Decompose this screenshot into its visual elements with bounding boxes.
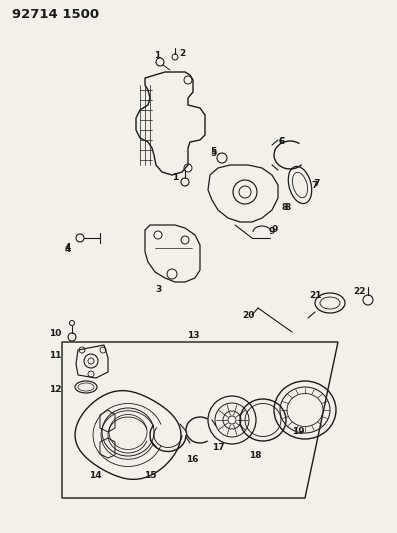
Text: 20: 20 [242, 311, 254, 320]
Text: 10: 10 [49, 329, 61, 338]
Text: 8: 8 [282, 204, 288, 213]
Text: 12: 12 [49, 385, 61, 394]
Text: 4: 4 [65, 246, 71, 254]
Text: 9: 9 [272, 225, 278, 235]
Text: 4: 4 [65, 243, 71, 252]
Text: 92714 1500: 92714 1500 [12, 7, 99, 20]
Text: 9: 9 [269, 228, 275, 237]
Text: 8: 8 [285, 203, 291, 212]
Text: 19: 19 [292, 427, 304, 437]
Text: 2: 2 [179, 49, 185, 58]
Text: 5: 5 [210, 148, 216, 157]
Text: 16: 16 [186, 456, 198, 464]
Text: 11: 11 [49, 351, 61, 359]
Text: 7: 7 [312, 181, 318, 190]
Text: 22: 22 [354, 287, 366, 296]
Text: 14: 14 [89, 472, 101, 481]
Text: 3: 3 [155, 286, 161, 295]
Text: 18: 18 [249, 450, 261, 459]
Text: 6: 6 [279, 138, 285, 147]
Text: 1: 1 [154, 51, 160, 60]
Text: 5: 5 [210, 149, 216, 157]
Text: 13: 13 [187, 332, 199, 341]
Text: 6: 6 [279, 138, 285, 147]
Text: 1: 1 [172, 173, 178, 182]
Text: 21: 21 [309, 290, 321, 300]
Text: 7: 7 [314, 179, 320, 188]
Text: 17: 17 [212, 443, 224, 453]
Text: 15: 15 [144, 471, 156, 480]
